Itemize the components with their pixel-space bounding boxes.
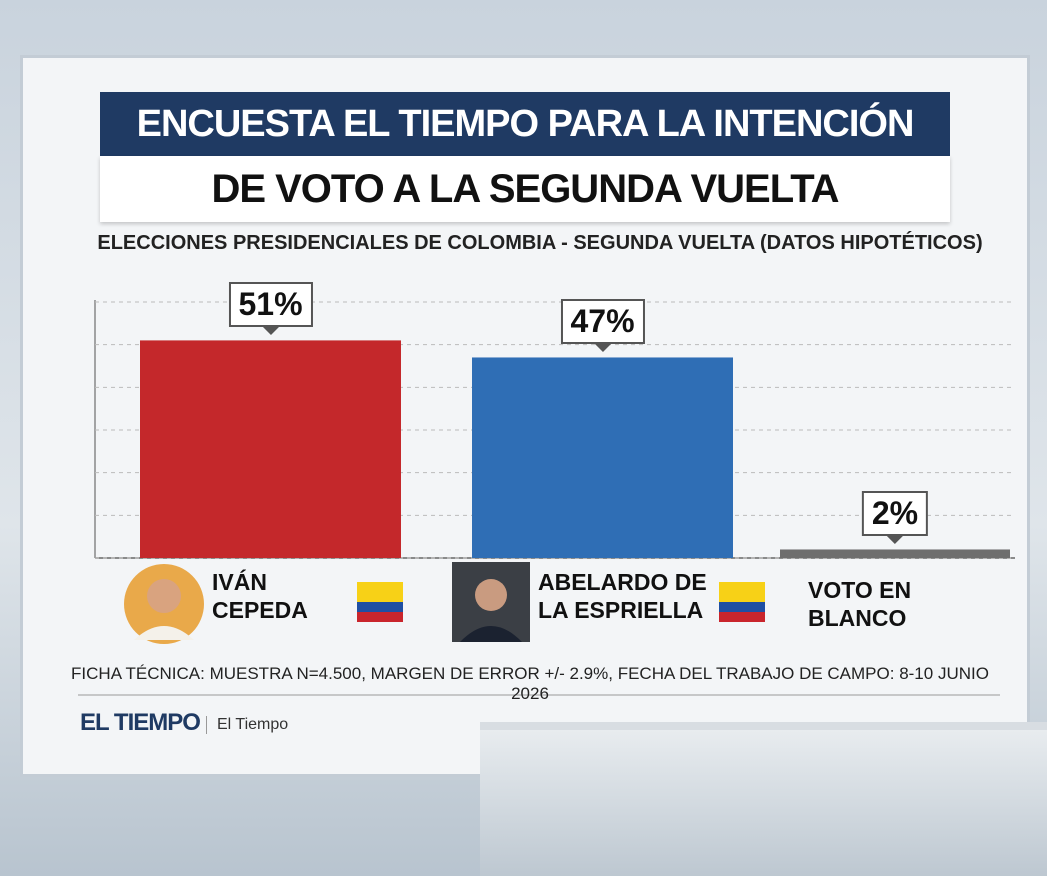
category-label: VOTO EN BLANCO xyxy=(808,577,912,631)
bar xyxy=(780,549,1010,558)
value-label: 2% xyxy=(861,491,929,545)
source-logo: EL TIEMPO xyxy=(80,709,201,736)
footnote: FICHA TÉCNICA: MUESTRA N=4.500, MARGEN D… xyxy=(71,664,989,703)
category-label: IVÁN CEPEDA xyxy=(212,569,308,623)
chart-title: ENCUESTA EL TIEMPO PARA LA INTENCIÓN xyxy=(100,92,950,156)
chart-subtitle: ELECCIONES PRESIDENCIALES DE COLOMBIA - … xyxy=(97,232,983,254)
bar xyxy=(140,340,401,558)
flag xyxy=(357,582,403,622)
bar xyxy=(472,357,733,558)
chart-title: DE VOTO A LA SEGUNDA VUELTA xyxy=(100,156,950,222)
desk xyxy=(480,722,1047,876)
value-label: 47% xyxy=(560,299,645,353)
value-label: 51% xyxy=(228,282,313,336)
flag xyxy=(719,582,765,622)
category-label: ABELARDO DE LA ESPRIELLA xyxy=(538,569,707,623)
source: El Tiempo xyxy=(206,716,288,734)
